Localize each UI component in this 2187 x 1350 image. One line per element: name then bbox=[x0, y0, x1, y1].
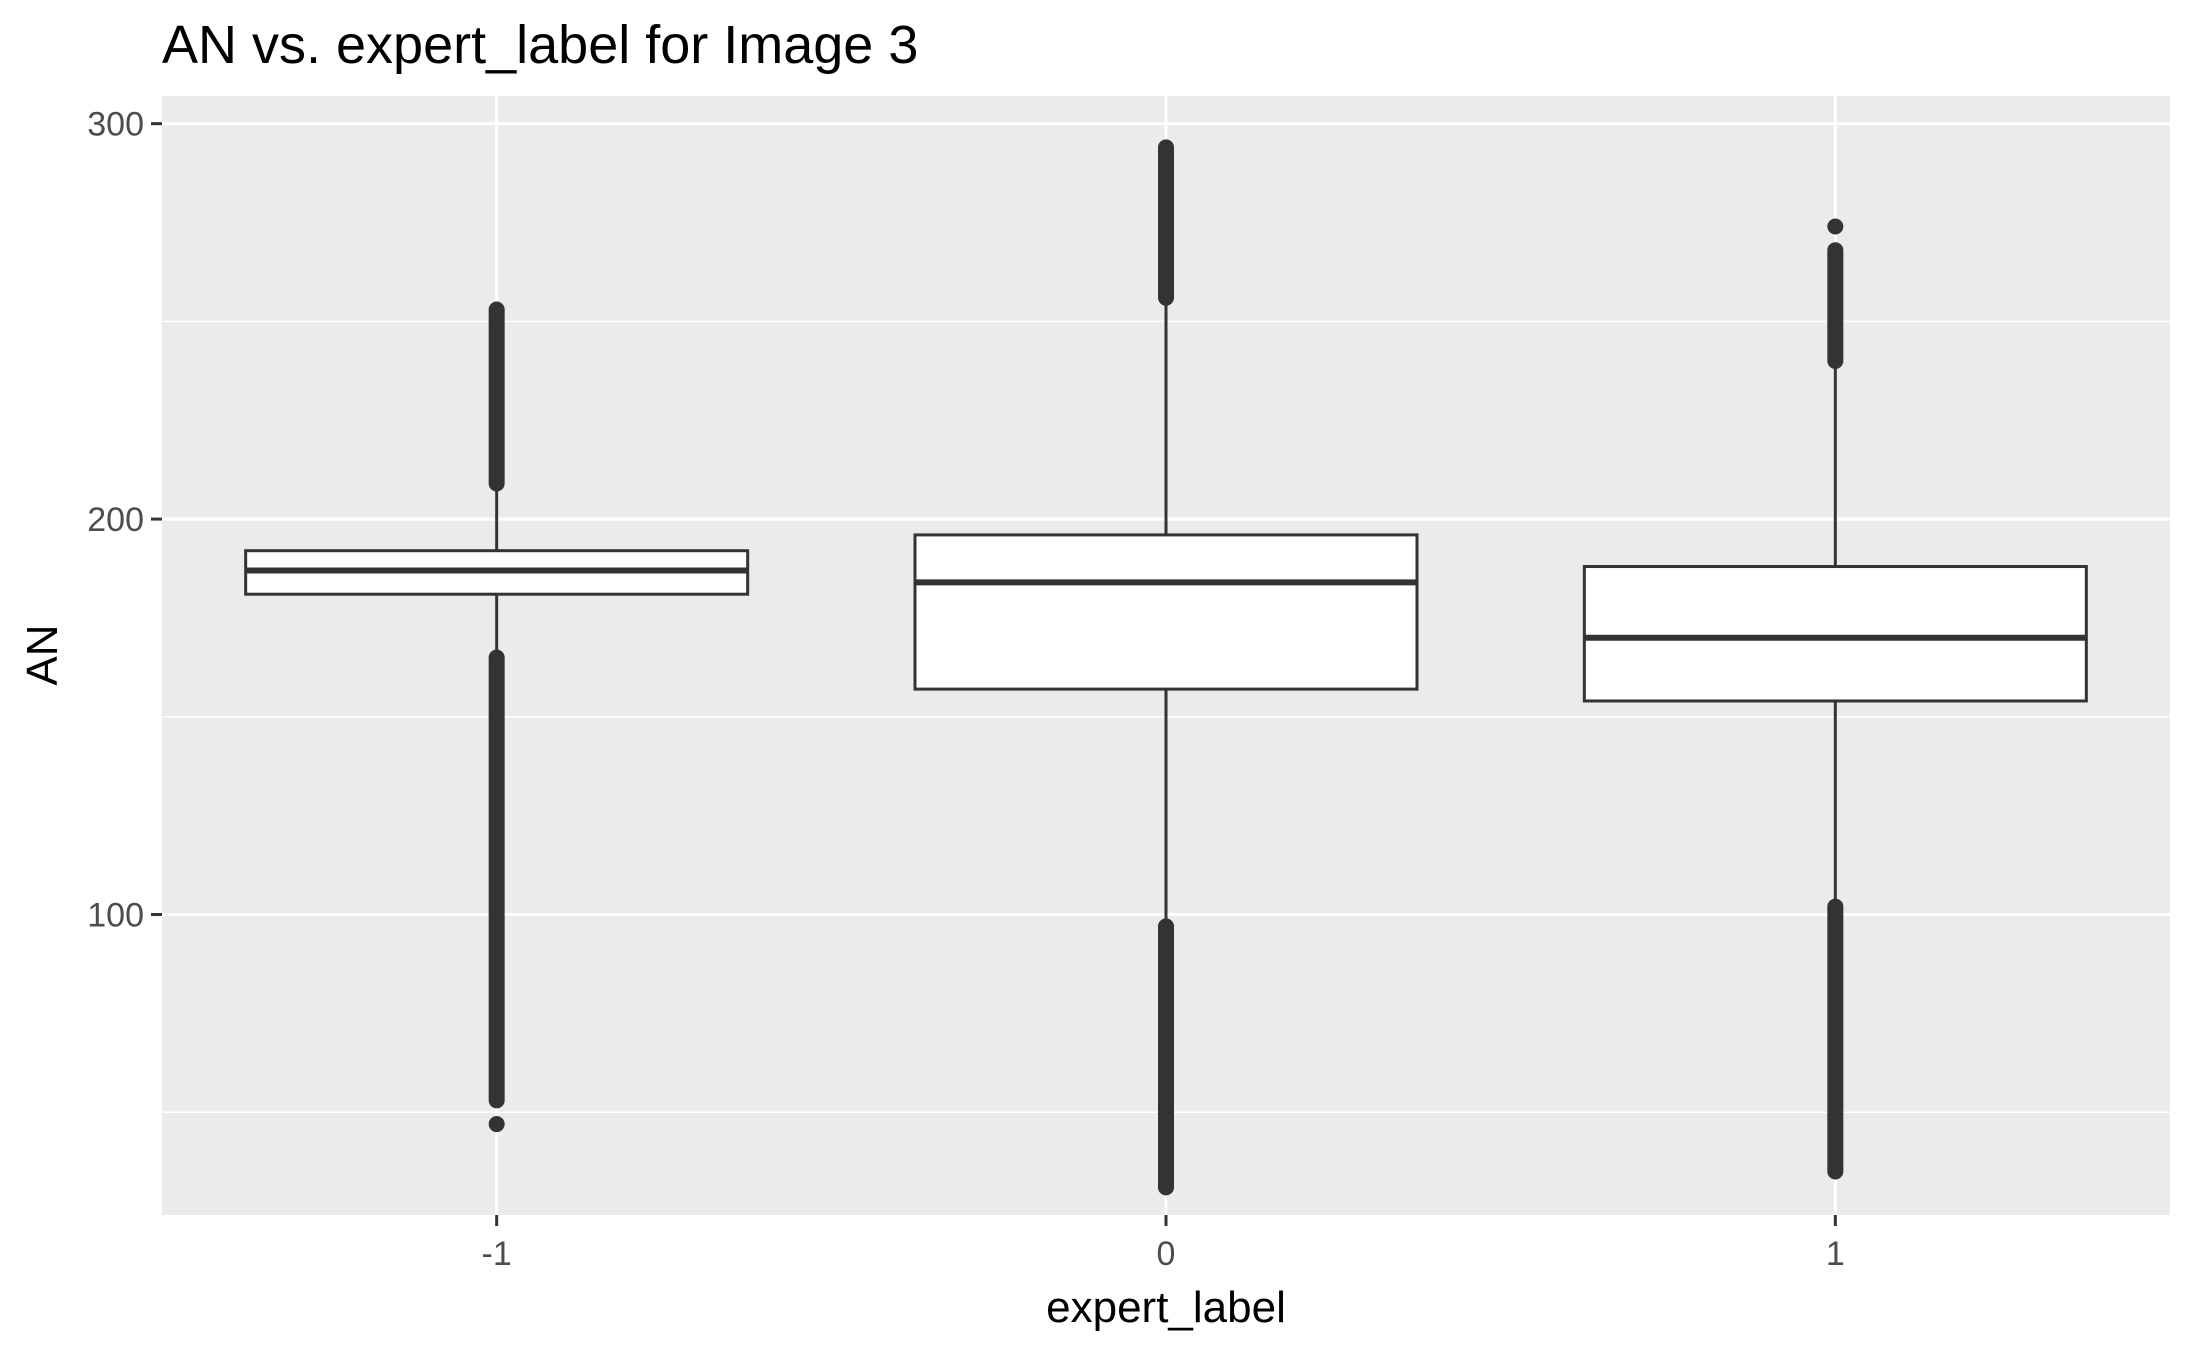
box-iqr bbox=[1582, 565, 2088, 703]
outlier-point bbox=[1827, 218, 1844, 235]
box-iqr bbox=[913, 533, 1419, 691]
box-group-0 bbox=[913, 139, 1419, 1196]
y-tick-label: 200 bbox=[87, 501, 144, 539]
y-tick-label: 100 bbox=[87, 896, 144, 934]
y-tick-label: 300 bbox=[87, 106, 144, 144]
box-group--1 bbox=[244, 301, 750, 1133]
x-axis-title: expert_label bbox=[1046, 1283, 1286, 1332]
x-tick-label: -1 bbox=[482, 1235, 512, 1273]
plot-panel: 100 200 300 -1 0 1 bbox=[87, 96, 2170, 1273]
y-axis-title: AN bbox=[18, 624, 67, 685]
x-tick-label: 0 bbox=[1157, 1235, 1176, 1273]
outlier-point bbox=[488, 1116, 505, 1133]
box-group-1 bbox=[1582, 218, 2088, 1180]
chart-title: AN vs. expert_label for Image 3 bbox=[162, 15, 918, 75]
x-tick-label: 1 bbox=[1826, 1235, 1845, 1273]
